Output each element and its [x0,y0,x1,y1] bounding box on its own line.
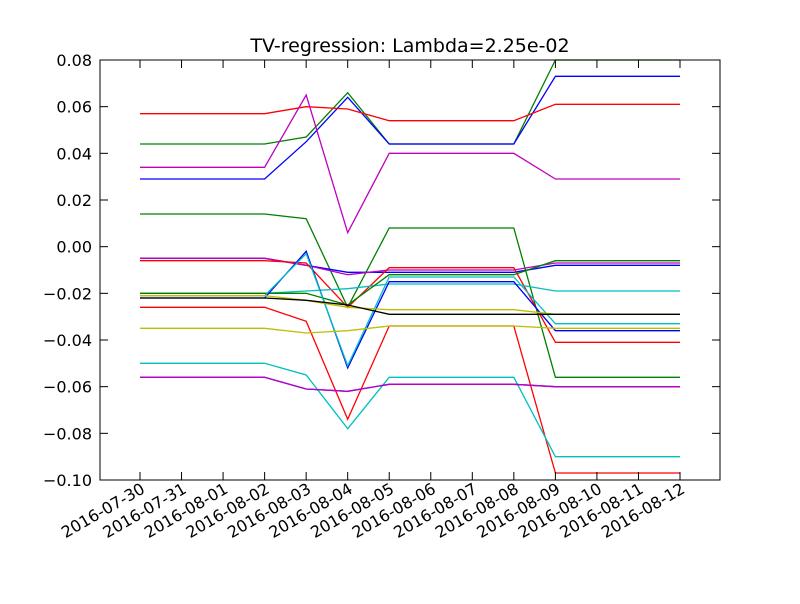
series-line-13 [140,295,680,315]
series-line-14 [140,297,680,315]
series-line-2 [140,75,680,180]
y-tick-label: 0.00 [56,238,92,257]
y-tick-label: 0.08 [56,51,92,70]
series-line-7 [140,257,680,276]
series-line-17 [140,362,680,458]
y-tick-label: −0.06 [43,378,92,397]
series-line-8 [140,260,680,343]
series-layer [140,59,680,474]
chart-title: TV-regression: Lambda=2.25e-02 [249,35,569,57]
series-line-15 [140,306,680,474]
series-line-19 [140,376,680,392]
series-line-12 [140,252,680,368]
series-line-5 [140,213,680,378]
series-line-9 [140,283,680,294]
series-line-1 [140,59,680,145]
series-line-10 [140,260,680,306]
y-tick-label: −0.02 [43,284,92,303]
series-line-4 [140,93,680,235]
y-tick-label: −0.10 [43,471,92,490]
y-tick-label: 0.04 [56,144,92,163]
y-tick-label: 0.06 [56,98,92,117]
y-tick-label: 0.02 [56,191,92,210]
series-line-3 [140,103,680,122]
series-line-11 [140,250,680,370]
y-tick-label: −0.08 [43,424,92,443]
y-tick-label: −0.04 [43,331,92,350]
plot-frame [99,59,721,481]
series-line-16 [140,325,680,334]
